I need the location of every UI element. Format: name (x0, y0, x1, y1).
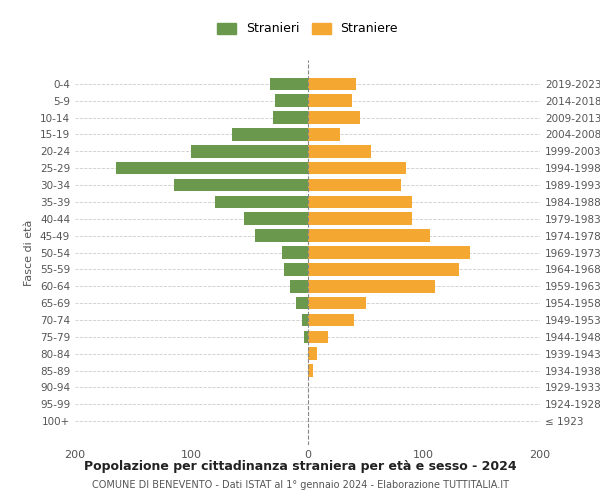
Bar (191, 145, 308, 158)
Bar (271, 78, 308, 90)
Bar (244, 212, 308, 225)
Bar (308, 196, 412, 208)
Bar (116, 162, 308, 174)
Bar (308, 348, 317, 360)
Bar (308, 178, 401, 192)
Bar (308, 364, 313, 377)
Bar (302, 314, 308, 326)
Bar (308, 162, 406, 174)
Bar (308, 230, 430, 242)
Bar (308, 78, 356, 90)
Bar (308, 111, 360, 124)
Bar (296, 297, 308, 310)
Text: COMUNE DI BENEVENTO - Dati ISTAT al 1° gennaio 2024 - Elaborazione TUTTITALIA.IT: COMUNE DI BENEVENTO - Dati ISTAT al 1° g… (91, 480, 509, 490)
Y-axis label: Anni di nascita: Anni di nascita (597, 211, 600, 294)
Bar (308, 246, 470, 259)
Bar (308, 94, 352, 107)
Bar (275, 94, 308, 107)
Bar (308, 330, 328, 343)
Bar (255, 230, 308, 242)
Bar (308, 128, 340, 141)
Bar (215, 196, 308, 208)
Bar (308, 145, 371, 158)
Bar (282, 246, 308, 259)
Y-axis label: Fasce di età: Fasce di età (25, 220, 34, 286)
Bar (290, 280, 308, 292)
Text: Popolazione per cittadinanza straniera per età e sesso - 2024: Popolazione per cittadinanza straniera p… (83, 460, 517, 473)
Bar (232, 128, 308, 141)
Bar (308, 297, 365, 310)
Bar (304, 330, 308, 343)
Bar (284, 263, 308, 276)
Bar (308, 212, 412, 225)
Bar (308, 280, 436, 292)
Bar (272, 111, 308, 124)
Legend: Stranieri, Straniere: Stranieri, Straniere (211, 16, 404, 42)
Bar (308, 263, 458, 276)
Bar (174, 178, 308, 192)
Bar (308, 314, 354, 326)
